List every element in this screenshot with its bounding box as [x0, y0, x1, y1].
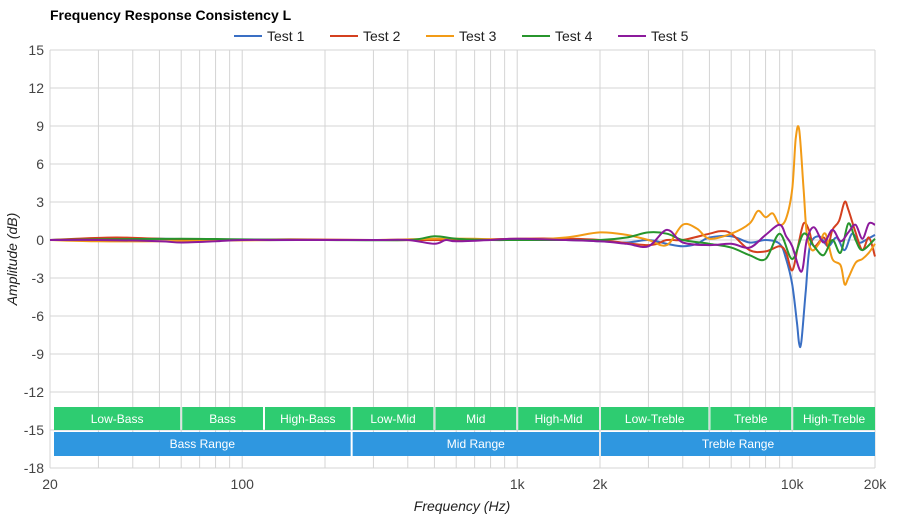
y-tick-label: -18 [24, 460, 44, 476]
legend-label: Test 3 [459, 28, 497, 44]
band-label: Mid [466, 412, 485, 426]
range-rect [54, 432, 351, 456]
x-tick-label: 20 [42, 476, 58, 492]
series-line [49, 125, 876, 286]
y-tick-label: -12 [24, 384, 44, 400]
range-label: Mid Range [447, 437, 505, 451]
band-rect [435, 407, 517, 430]
band-label: Low-Bass [91, 412, 144, 426]
y-tick-label: -6 [32, 308, 45, 324]
y-tick-label: -15 [24, 422, 44, 438]
legend-label: Test 5 [651, 28, 689, 44]
y-tick-label: 9 [36, 118, 44, 134]
y-tick-label: 3 [36, 194, 44, 210]
legend-label: Test 1 [267, 28, 305, 44]
y-tick-label: -9 [32, 346, 45, 362]
chart-title: Frequency Response Consistency L [50, 7, 292, 23]
frequency-bands: Low-Bass Bass High-Bass Low-Mid Mid High-Mid L… [54, 407, 875, 456]
band-label: Low-Mid [370, 412, 415, 426]
legend-label: Test 2 [363, 28, 401, 44]
band-rect [518, 407, 599, 430]
x-tick-label: 100 [231, 476, 255, 492]
series-lines [49, 125, 876, 349]
range-label: Bass Range [170, 437, 236, 451]
x-tick-label: 1k [510, 476, 526, 492]
band-rect [54, 407, 181, 430]
band-label: Bass [209, 412, 236, 426]
band-label: High-Mid [535, 412, 583, 426]
band-rect [793, 407, 875, 430]
band-label: Treble [734, 412, 768, 426]
series-line [49, 221, 876, 273]
band-label: High-Treble [803, 412, 866, 426]
range-label: Treble Range [702, 437, 775, 451]
band-rect [264, 407, 351, 430]
band-rect [182, 407, 263, 430]
x-axis-title: Frequency (Hz) [414, 498, 510, 514]
y-axis-title: Amplitude (dB) [4, 213, 20, 307]
y-tick-label: -3 [32, 270, 45, 286]
band-rect [352, 407, 434, 430]
legend-label: Test 4 [555, 28, 593, 44]
band-label: Low-Treble [625, 412, 685, 426]
y-tick-label: 15 [28, 42, 44, 58]
grid [49, 49, 876, 469]
band-rect [710, 407, 792, 430]
band-label: High-Bass [280, 412, 335, 426]
y-tick-label: 0 [36, 232, 44, 248]
legend: Test 1 Test 2 Test 3 Test 4 Test 5 [234, 28, 689, 44]
y-tick-label: 12 [28, 80, 44, 96]
x-tick-label: 20k [864, 476, 888, 492]
series-line [49, 200, 876, 272]
y-tick-label: 6 [36, 156, 44, 172]
x-tick-label: 10k [781, 476, 805, 492]
range-rect [601, 432, 875, 456]
x-tick-label: 2k [593, 476, 609, 492]
range-rect [352, 432, 599, 456]
band-rect [601, 407, 709, 430]
